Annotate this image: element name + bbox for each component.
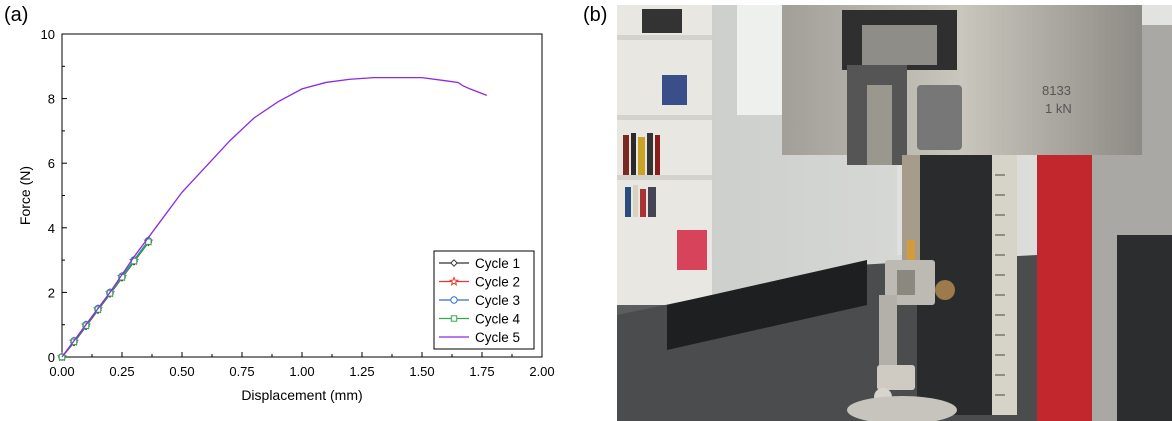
legend-label: Cycle 3	[475, 293, 520, 308]
legend-marker	[448, 276, 460, 286]
y-tick-label: 0	[48, 350, 55, 365]
legend-label: Cycle 1	[475, 256, 520, 271]
x-tick-label: 2.00	[529, 364, 554, 379]
x-tick-label: 1.50	[409, 364, 434, 379]
x-tick-label: 0.00	[49, 364, 74, 379]
series-cycle-5	[61, 76, 488, 358]
legend-marker	[450, 259, 458, 267]
y-tick-label: 10	[41, 27, 55, 42]
loadcell-plate-rating: 1 kN	[1045, 101, 1072, 116]
legend-label: Cycle 4	[475, 312, 521, 327]
legend: Cycle 1 Cycle 2 Cycle 3 Cycle 4 Cycle 5	[433, 250, 535, 350]
y-axis-label: Force (N)	[17, 166, 33, 225]
legend-label: Cycle 2	[475, 275, 520, 290]
legend-marker	[450, 296, 458, 304]
y-tick-label: 4	[48, 221, 55, 236]
x-tick-label: 1.25	[349, 364, 374, 379]
x-tick-label: 0.75	[229, 364, 254, 379]
series-line	[61, 76, 488, 358]
x-tick-label: 1.75	[469, 364, 494, 379]
loadcell-plate-number: 8133	[1042, 83, 1071, 98]
force-displacement-chart: 0.00 0.25 0.50 0.75 1.00 1.25 1.50 1.75 2.00 0 2 4 6…	[17, 27, 555, 403]
x-tick-label: 0.50	[169, 364, 194, 379]
y-tick-label: 8	[48, 92, 55, 107]
y-tick-label: 6	[48, 156, 55, 171]
x-axis-label: Displacement (mm)	[241, 387, 362, 403]
y-tick-label: 2	[48, 285, 55, 300]
legend-marker	[450, 315, 458, 322]
legend-label: Cycle 5	[475, 330, 520, 345]
tensile-test-photo: 8133 1 kN	[617, 5, 1172, 421]
x-tick-label: 1.00	[289, 364, 314, 379]
panel-b-label: (b)	[583, 4, 608, 26]
x-tick-label: 0.25	[109, 364, 134, 379]
panel-a-label: (a)	[4, 4, 29, 26]
